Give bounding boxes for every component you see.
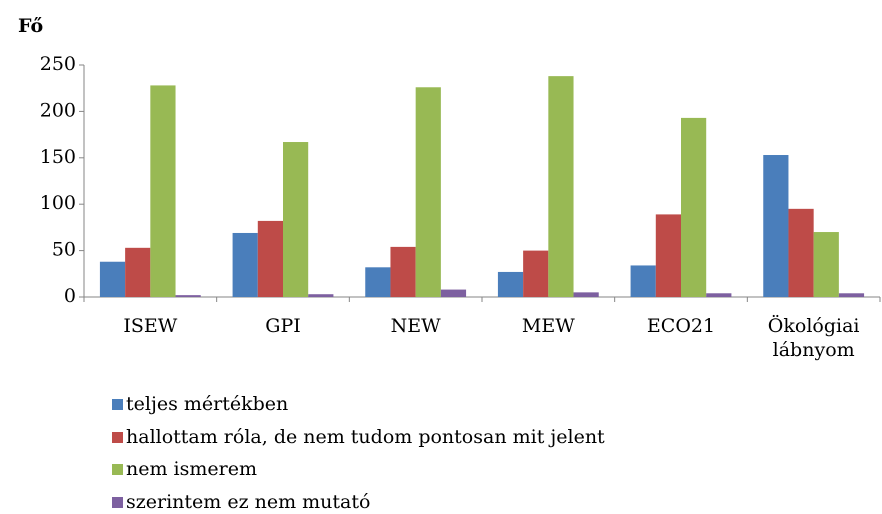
bar [681,117,707,297]
bar [655,214,681,297]
legend-label: nem ismerem [126,458,257,480]
bar [548,76,574,297]
legend-swatch [112,431,123,443]
bar [232,232,258,297]
legend-entry: szerintem ez nem mutató [112,490,370,514]
x-tick-label: ISEW [123,315,178,337]
y-tick-label: 200 [40,99,76,121]
y-tick-label: 150 [40,146,76,168]
bar [813,232,839,297]
legend-entry: nem ismerem [112,457,257,481]
bar [788,208,814,297]
legend-label: teljes mértékben [126,393,289,415]
bar [763,155,789,297]
legend-label: hallottam róla, de nem tudom pontosan mi… [126,425,605,448]
bar [99,261,126,297]
legend-swatch [112,399,123,410]
bar [125,247,151,297]
bar [390,246,416,297]
bar [497,271,524,297]
y-tick-label: 100 [40,192,76,214]
legend-swatch [112,496,123,508]
y-tick-label: 0 [64,285,76,307]
legend-label: szerintem ez nem mutató [126,490,371,513]
legend-entry: teljes mértékben [112,392,288,416]
bar [308,294,334,297]
bar [257,220,283,297]
legend-swatch [112,464,123,475]
x-tick-label: GPI [265,315,301,337]
bar [175,295,201,297]
bar [523,250,549,297]
x-tick-label: Ökológiai lábnyom [767,315,860,361]
bar [706,293,732,297]
y-tick-label: 250 [40,53,76,75]
bar [838,293,865,297]
legend-entry: hallottam róla, de nem tudom pontosan mi… [112,425,605,449]
bar [630,265,656,297]
bar [573,292,599,297]
bar [365,267,391,297]
x-tick-label: ECO21 [646,315,716,337]
bar [283,142,309,297]
x-tick-label: MEW [521,315,575,337]
y-axis-label: Fő [18,15,43,37]
bar [150,85,176,297]
bar [415,87,441,297]
bar [440,289,467,297]
y-tick-label: 50 [52,239,76,261]
x-tick-label: NEW [390,315,441,337]
